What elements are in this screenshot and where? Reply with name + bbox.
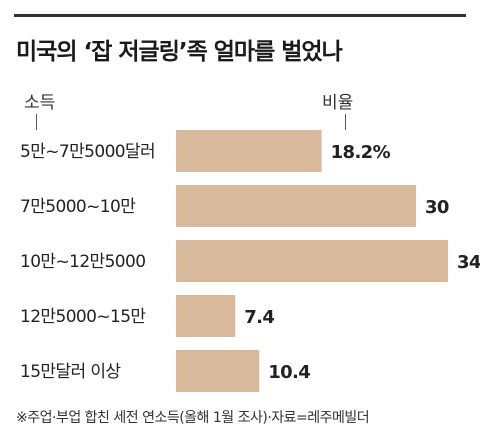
income-header-tick [36,114,37,130]
category-label: 15만달러 이상 [20,362,121,382]
value-label: 18.2% [331,142,391,163]
value-label: 7.4 [244,307,274,328]
chart-title: 미국의 ‘잡 저글링’족 얼마를 벌었나 [16,39,343,65]
footnote: ※주업·부업 합친 세전 연소득(올해 1월 조사)·자료=레주메빌더 [16,410,370,426]
bar [176,350,260,392]
income-header: 소득 [24,93,56,113]
top-rule [14,14,466,17]
category-label: 10만~12만5000 [20,252,145,272]
value-label: 34 [457,252,480,273]
bar [176,185,416,227]
category-label: 12만5000~15만 [20,307,146,327]
value-label: 10.4 [268,362,310,383]
bar [176,130,322,172]
bar [176,240,448,282]
bar-chart: 5만~7만5000달러 18.2% 7만5000~10만 30 10만~12만5000 3… [20,130,480,392]
ratio-header-tick [345,114,346,130]
bar [176,295,236,337]
value-label: 30 [425,197,449,218]
category-label: 5만~7만5000달러 [20,142,155,162]
category-label: 7만5000~10만 [20,197,136,217]
ratio-header: 비율 [322,93,354,113]
